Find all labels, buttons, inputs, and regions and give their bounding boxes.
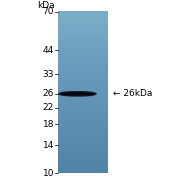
- Ellipse shape: [59, 92, 96, 96]
- Text: 22: 22: [43, 103, 54, 112]
- Text: kDa: kDa: [37, 1, 55, 10]
- Text: 33: 33: [42, 69, 54, 78]
- Text: 44: 44: [43, 46, 54, 55]
- Text: 18: 18: [42, 120, 54, 129]
- Ellipse shape: [61, 93, 94, 95]
- Text: 14: 14: [43, 141, 54, 150]
- Text: 26: 26: [43, 89, 54, 98]
- Text: 10: 10: [42, 169, 54, 178]
- Text: ← 26kDa: ← 26kDa: [113, 89, 152, 98]
- Text: 70: 70: [42, 7, 54, 16]
